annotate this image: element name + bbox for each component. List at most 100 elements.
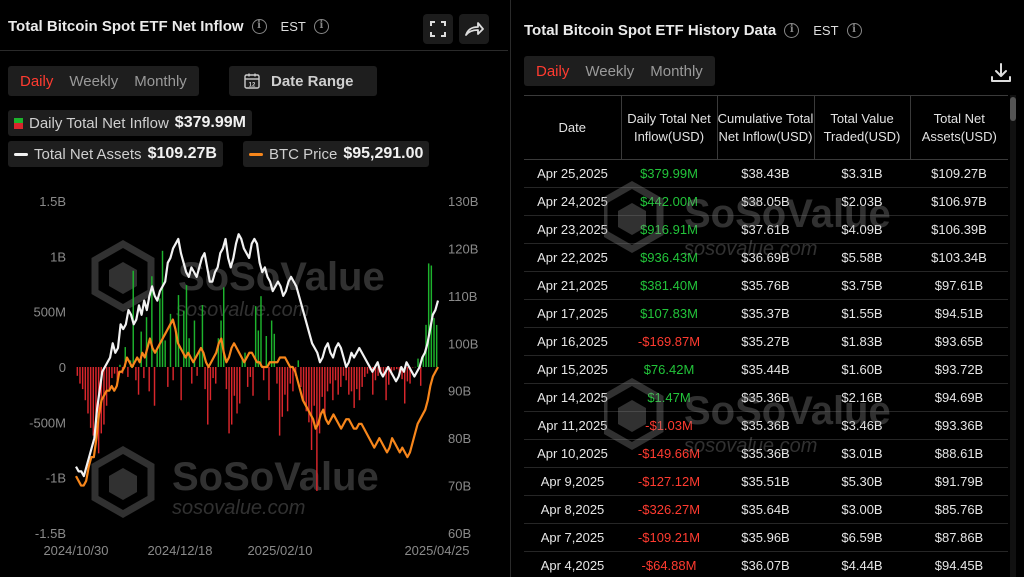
inflow-bar [297, 360, 299, 367]
tab-daily[interactable]: Daily [20, 72, 54, 90]
col-header-value-traded[interactable]: Total Value Traded(USD) [813, 95, 910, 160]
history-table-container[interactable]: Date Daily Total Net Inflow(USD) Cumulat… [524, 95, 1008, 577]
cell-date: Apr 4,2025 [524, 551, 621, 577]
table-row[interactable]: Apr 22,2025 $936.43M $36.69B $5.58B $103.34B [524, 243, 1008, 272]
legend-assets[interactable]: Total Net Assets $109.27B [8, 141, 223, 167]
cell-daily-inflow: -$64.88M [621, 551, 717, 577]
inflow-bar [105, 367, 108, 406]
inflow-bar [177, 295, 180, 367]
download-button[interactable] [988, 60, 1014, 86]
tab-monthly[interactable]: Monthly [134, 72, 187, 90]
table-watermark-graphic: SoSoValue sosovalue.com [600, 377, 891, 457]
inflow-bar [254, 306, 257, 367]
inflow-bar [236, 367, 238, 414]
inflow-bar [127, 367, 129, 377]
cell-cumulative-inflow: $36.69B [717, 243, 814, 272]
legend-inflow-value: $379.99M [174, 114, 246, 131]
share-button[interactable] [459, 14, 489, 44]
inflow-bar [385, 367, 387, 401]
table-title-row: Total Bitcoin Spot ETF History Data i ES… [524, 22, 862, 39]
table-row[interactable]: Apr 10,2025 -$149.66M $35.36B $3.01B $88.61B [524, 439, 1008, 468]
table-row[interactable]: Apr 23,2025 $916.91M $37.61B $4.09B $106.39B [524, 215, 1008, 244]
timezone-label: EST [813, 23, 839, 38]
inflow-bar [169, 313, 172, 367]
inflow-bar [89, 367, 92, 428]
col-header-date[interactable]: Date [524, 95, 621, 160]
timezone-info-icon[interactable]: i [846, 23, 862, 38]
chart-title: Total Bitcoin Spot ETF Net Inflow [8, 18, 244, 35]
cell-value-traded: $5.58B [814, 243, 910, 272]
inflow-bar [164, 340, 166, 367]
cell-daily-inflow: -$1.03M [621, 411, 717, 440]
cell-date: Apr 21,2025 [524, 271, 621, 300]
table-row[interactable]: Apr 14,2025 $1.47M $35.36B $2.16B $94.69B [524, 383, 1008, 412]
table-row[interactable]: Apr 7,2025 -$109.21M $35.96B $6.59B $87.86B [524, 523, 1008, 552]
table-row[interactable]: Apr 21,2025 $381.40M $35.76B $3.75B $97.61B [524, 271, 1008, 300]
timezone-info-icon[interactable]: i [313, 19, 329, 34]
inflow-bar [292, 367, 294, 392]
info-icon[interactable]: i [251, 19, 267, 34]
right-axis-tick-label: 110B [448, 289, 477, 304]
info-icon[interactable]: i [784, 23, 800, 38]
scrollbar-thumb[interactable] [1010, 97, 1016, 121]
inflow-bar [350, 367, 353, 392]
watermark-site: sosovalue.com [176, 299, 309, 321]
table-row[interactable]: Apr 4,2025 -$64.88M $36.07B $4.44B $94.45B [524, 551, 1008, 577]
inflow-bar [265, 336, 268, 367]
inflow-bar [119, 364, 121, 367]
table-row[interactable]: Apr 11,2025 -$1.03M $35.36B $3.46B $93.36B [524, 411, 1008, 440]
cell-net-assets: $106.97B [910, 187, 1008, 216]
cell-cumulative-inflow: $35.37B [717, 299, 814, 328]
watermark-logo-icon [91, 239, 155, 313]
table-row[interactable]: Apr 16,2025 -$169.87M $35.27B $1.83B $93.65B [524, 327, 1008, 356]
tab-monthly[interactable]: Monthly [650, 62, 703, 80]
table-row[interactable]: Apr 25,2025 $379.99M $38.43B $3.31B $109.27B [524, 159, 1008, 188]
inflow-bar [262, 367, 265, 381]
cell-value-traded: $1.55B [814, 299, 910, 328]
inflow-bar [433, 318, 435, 367]
cell-net-assets: $94.45B [910, 551, 1008, 577]
inflow-bar [278, 367, 281, 436]
col-header-net-assets[interactable]: Total Net Assets(USD) [909, 95, 1008, 160]
tab-weekly[interactable]: Weekly [69, 72, 119, 90]
table-row[interactable]: Apr 24,2025 $442.00M $38.05B $2.03B $106.97B [524, 187, 1008, 216]
inflow-bar [145, 317, 148, 367]
inflow-bar [419, 367, 422, 386]
inflow-bar [260, 296, 262, 367]
btc-price-line [75, 318, 439, 487]
inflow-bar [185, 285, 188, 367]
cell-value-traded: $6.59B [814, 523, 910, 552]
cell-date: Apr 7,2025 [524, 523, 621, 552]
table-row[interactable]: Apr 15,2025 $76.42M $35.44B $1.60B $93.72B [524, 355, 1008, 384]
table-row[interactable]: Apr 17,2025 $107.83M $35.37B $1.55B $94.51B [524, 299, 1008, 328]
download-icon [991, 63, 1011, 82]
date-range-button[interactable]: 12 Date Range [229, 66, 377, 96]
tab-daily[interactable]: Daily [536, 62, 570, 80]
cell-daily-inflow: $76.42M [621, 355, 717, 384]
legend-assets-value: $109.27B [147, 145, 217, 162]
inflow-bar [430, 265, 433, 367]
inflow-bar [313, 367, 315, 406]
col-header-cumulative-inflow[interactable]: Cumulative Total Net Inflow(USD) [716, 95, 814, 160]
legend-btc[interactable]: BTC Price $95,291.00 [243, 141, 430, 167]
cell-value-traded: $1.83B [814, 327, 910, 356]
cell-date: Apr 17,2025 [524, 299, 621, 328]
tab-weekly[interactable]: Weekly [585, 62, 635, 80]
table-row[interactable]: Apr 8,2025 -$326.27M $35.64B $3.00B $85.76B [524, 495, 1008, 524]
cell-daily-inflow: -$326.27M [621, 495, 717, 524]
inflow-bar [372, 367, 374, 395]
x-axis-tick-label: 2025/04/25 [404, 543, 469, 558]
x-axis-tick-label: 2024/12/18 [147, 543, 212, 558]
fullscreen-button[interactable] [423, 14, 453, 44]
table-row[interactable]: Apr 9,2025 -$127.12M $35.51B $5.30B $91.79B [524, 467, 1008, 496]
inflow-bar [308, 367, 310, 423]
col-header-daily-inflow[interactable]: Daily Total Net Inflow(USD) [620, 95, 717, 160]
right-axis-tick-label: 120B [448, 241, 478, 256]
panel-divider [510, 0, 511, 577]
inflow-bar [310, 367, 313, 450]
table-scrollbar[interactable] [1010, 95, 1016, 577]
inflow-bar [281, 367, 284, 417]
legend-inflow[interactable]: Daily Total Net Inflow $379.99M [8, 110, 252, 136]
inflow-bar [148, 367, 150, 392]
cell-daily-inflow: -$109.21M [621, 523, 717, 552]
